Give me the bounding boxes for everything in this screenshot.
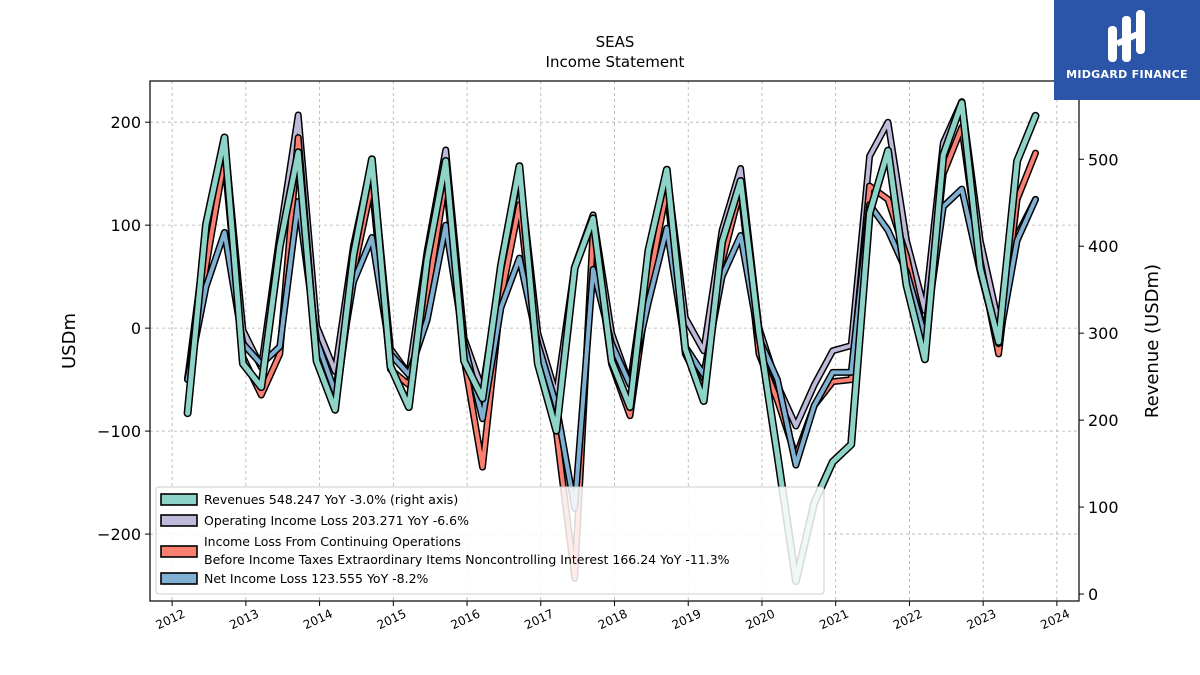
x-tick-label: 2022 bbox=[891, 607, 925, 633]
y-right-tick-label: 500 bbox=[1088, 150, 1119, 169]
y-axis-label-left: USDm bbox=[59, 313, 80, 369]
x-tick-label: 2013 bbox=[227, 607, 261, 633]
legend-label-pretax-income-line2: Before Income Taxes Extraordinary Items … bbox=[204, 552, 730, 567]
legend-label-pretax-income-line1: Income Loss From Continuing Operations bbox=[204, 534, 461, 549]
legend-swatch-net-income bbox=[160, 572, 198, 585]
x-tick-label: 2023 bbox=[965, 607, 999, 633]
series-lines bbox=[183, 98, 1040, 585]
y-left-tick-label: 200 bbox=[110, 113, 141, 132]
x-tick-label: 2016 bbox=[449, 607, 483, 633]
x-tick-label: 2017 bbox=[522, 607, 556, 633]
y-right-tick-label: 400 bbox=[1088, 237, 1119, 256]
chart-title: SEAS bbox=[596, 33, 635, 51]
legend-swatch-pretax-income bbox=[160, 545, 198, 558]
y-left-tick-label: 100 bbox=[110, 216, 141, 235]
y-left-tick-label: −200 bbox=[97, 525, 141, 544]
legend-swatch-operating-income bbox=[160, 514, 198, 527]
x-tick-label: 2018 bbox=[596, 607, 630, 633]
legend-label-net-income: Net Income Loss 123.555 YoY -8.2% bbox=[204, 571, 429, 586]
y-left-tick-label: 0 bbox=[131, 319, 141, 338]
legend: Revenues 548.247 YoY -3.0% (right axis) O… bbox=[155, 486, 825, 595]
x-tick-label: 2021 bbox=[817, 607, 851, 633]
legend-label-operating-income: Operating Income Loss 203.271 YoY -6.6% bbox=[204, 513, 469, 528]
x-tick-label: 2020 bbox=[743, 607, 777, 633]
y-left-tick-label: −100 bbox=[97, 422, 141, 441]
y-right-tick-label: 300 bbox=[1088, 324, 1119, 343]
x-tick-label: 2024 bbox=[1038, 607, 1072, 633]
logo-mark-icon bbox=[1108, 10, 1145, 62]
midgard-finance-logo: MIDGARD FINANCE bbox=[1054, 0, 1200, 100]
legend-box bbox=[155, 486, 825, 595]
y-right-tick-label: 0 bbox=[1088, 585, 1098, 604]
y-right-tick-label: 200 bbox=[1088, 411, 1119, 430]
logo-text: MIDGARD FINANCE bbox=[1066, 68, 1188, 81]
y-axis-label-right: Revenue (USDm) bbox=[1142, 264, 1163, 418]
legend-label-revenues: Revenues 548.247 YoY -3.0% (right axis) bbox=[204, 492, 458, 507]
x-tick-label: 2015 bbox=[375, 607, 409, 633]
series-line bbox=[185, 100, 1038, 584]
chart-subtitle: Income Statement bbox=[546, 53, 685, 71]
legend-swatch-revenues bbox=[160, 493, 198, 506]
x-tick-label: 2014 bbox=[301, 607, 335, 633]
x-tick-label: 2012 bbox=[154, 607, 188, 633]
y-right-tick-label: 100 bbox=[1088, 498, 1119, 517]
x-tick-label: 2019 bbox=[670, 607, 704, 633]
